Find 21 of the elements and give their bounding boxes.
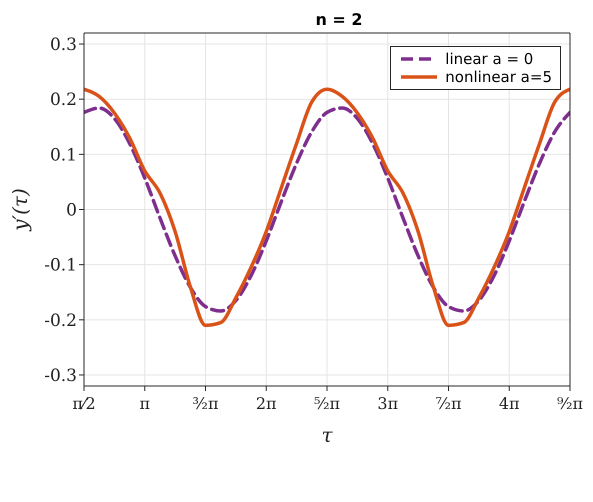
y-tick-label: -0.1	[44, 256, 77, 276]
legend-label: linear a = 0	[445, 50, 534, 68]
legend-label: nonlinear a=5	[445, 68, 552, 86]
y-tick-label: 0.3	[50, 35, 77, 56]
x-tick-label: π⁄2	[72, 394, 96, 413]
y-tick-label: -0.2	[44, 310, 77, 331]
y-tick-label: -0.3	[44, 366, 77, 386]
y-axis-title: y′(τ)	[8, 188, 32, 232]
x-tick-label: 2π	[256, 394, 277, 413]
y-tick-label: 0	[66, 200, 77, 221]
x-tick-label: 4π	[498, 394, 520, 413]
x-tick-label: 3π	[377, 394, 398, 413]
x-tick-label: ³⁄₂π	[192, 394, 218, 413]
x-tick-label: ⁹⁄₂π	[556, 394, 584, 413]
x-axis-title: τ	[321, 423, 334, 447]
y-tick-label: 0.1	[50, 145, 77, 166]
x-tick-label: ⁵⁄₂π	[314, 394, 340, 413]
y-tick-label: 0.2	[50, 90, 77, 110]
chart-title: n = 2	[314, 10, 364, 29]
x-tick-label: ⁷⁄₂π	[436, 394, 462, 413]
x-tick-label: π	[140, 394, 150, 413]
